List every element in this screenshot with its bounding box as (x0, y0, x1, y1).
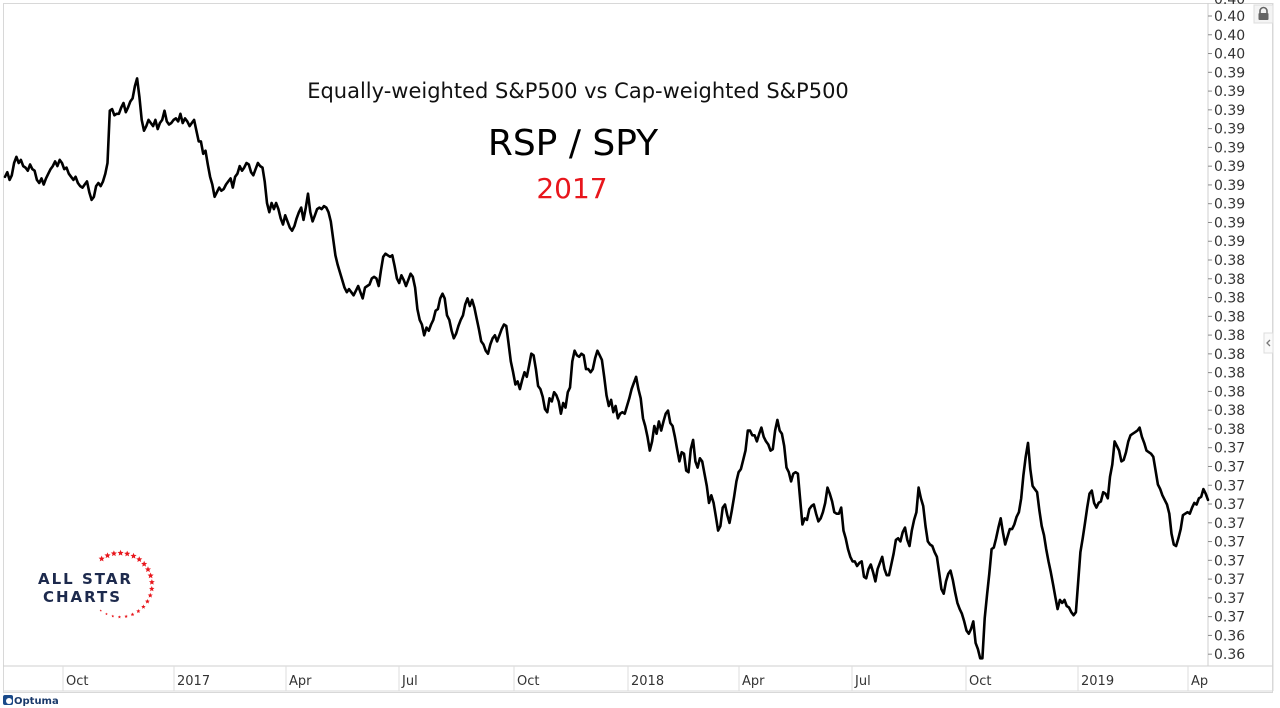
y-tick-label: 0.37 (1214, 610, 1245, 626)
y-tick-label: 0.37 (1214, 572, 1245, 588)
y-tick-label: 0.38 (1214, 384, 1245, 400)
x-tick-label: Apr (742, 674, 765, 689)
logo-star (130, 552, 137, 559)
y-tick-label: 0.40 (1214, 9, 1245, 25)
y-tick-label: 0.37 (1214, 497, 1245, 513)
x-tick-label: Oct (517, 674, 539, 689)
x-tick-label: 2018 (631, 674, 664, 689)
logo-star (141, 604, 146, 609)
logo-star (124, 550, 131, 557)
logo-star (147, 572, 154, 579)
all-star-charts-logo: ALL STAR CHARTS (38, 549, 155, 619)
y-tick-label: 0.39 (1214, 178, 1245, 194)
x-tick-label: Apr (289, 674, 312, 689)
optuma-brand: Optuma (3, 695, 59, 707)
optuma-logo-icon (3, 695, 13, 705)
y-tick-label: 0.40 (1214, 28, 1245, 44)
optuma-label: Optuma (14, 696, 59, 707)
y-tick-label: 0.38 (1214, 309, 1245, 325)
x-axis-ticks: Oct 2017 Apr Jul Oct 2018 Apr Jul Oct 2019 Ap (62, 666, 1208, 691)
logo-star (117, 549, 124, 556)
y-tick-label: 0.39 (1214, 215, 1245, 231)
chart-subtitle: Equally-weighted S&P500 vs Cap-weighted … (307, 79, 849, 103)
y-tick-label: 0.36 (1214, 647, 1245, 663)
x-tick-label: 2019 (1081, 674, 1114, 689)
y-axis-ticks: 0.40 0.40 0.40 0.39 0.39 0.39 0.39 0.39 0.39 0.39… (1208, 9, 1245, 663)
logo-star (110, 550, 117, 557)
y-tick-label: 0.36 (1214, 628, 1245, 644)
x-tick-label: Jul (401, 674, 418, 689)
y-tick-label: 0.38 (1214, 253, 1245, 269)
logo-star (136, 609, 141, 613)
logo-star (111, 614, 115, 618)
x-tick-label: Ap (1191, 674, 1208, 689)
chart-title: RSP / SPY (488, 123, 659, 164)
x-tick-label: Oct (66, 674, 88, 689)
y-tick-label: 0.39 (1214, 103, 1245, 119)
y-tick-label: 0.38 (1214, 347, 1245, 363)
logo-text-line2: CHARTS (43, 588, 122, 606)
y-tick-label: 0.38 (1214, 366, 1245, 382)
y-tick-label: 0.38 (1214, 272, 1245, 288)
logo-stars (98, 549, 155, 619)
y-tick-label: 0.37 (1214, 478, 1245, 494)
y-tick-label: 0.38 (1214, 291, 1245, 307)
logo-star (117, 615, 122, 619)
y-tick-label: 0.39 (1214, 140, 1245, 156)
logo-star (141, 560, 148, 567)
logo-star (124, 614, 128, 618)
logo-star (147, 592, 153, 598)
y-tick-label: 0.39 (1214, 197, 1245, 213)
y-tick-label: 0.38 (1214, 422, 1245, 438)
logo-star (145, 598, 150, 604)
series-line-rsp-spy (3, 77, 1210, 660)
logo-star (99, 609, 102, 612)
logo-star (130, 612, 135, 617)
y-tick-label: 0.39 (1214, 65, 1245, 81)
y-tick-label: 0.39 (1214, 234, 1245, 250)
y-tick-label: 0.37 (1214, 535, 1245, 551)
y-tick-label: 0.37 (1214, 516, 1245, 532)
y-tick-label-partial: 0.40 (1214, 0, 1245, 8)
logo-star (104, 552, 111, 559)
x-tick-label: Oct (969, 674, 991, 689)
logo-star (144, 566, 152, 573)
logo-star (149, 579, 155, 585)
logo-star (98, 555, 105, 562)
logo-star (149, 586, 155, 592)
y-tick-label: 0.38 (1214, 328, 1245, 344)
y-tick-label: 0.39 (1214, 159, 1245, 175)
logo-star (136, 556, 143, 563)
y-tick-label: 0.37 (1214, 553, 1245, 569)
logo-star (105, 612, 108, 616)
y-tick-label: 0.39 (1214, 84, 1245, 100)
y-tick-label: 0.39 (1214, 122, 1245, 138)
y-tick-label: 0.37 (1214, 459, 1245, 475)
chart-annotation-year: 2017 (536, 172, 607, 205)
lock-icon[interactable] (1253, 4, 1274, 24)
y-tick-label: 0.37 (1214, 591, 1245, 607)
chevron-left-icon[interactable] (1263, 332, 1274, 354)
y-tick-label: 0.38 (1214, 403, 1245, 419)
x-tick-label: 2017 (177, 674, 210, 689)
x-tick-label: Jul (854, 674, 871, 689)
y-tick-label: 0.37 (1214, 441, 1245, 457)
logo-text-line1: ALL STAR (38, 570, 133, 588)
y-tick-label: 0.40 (1214, 47, 1245, 63)
